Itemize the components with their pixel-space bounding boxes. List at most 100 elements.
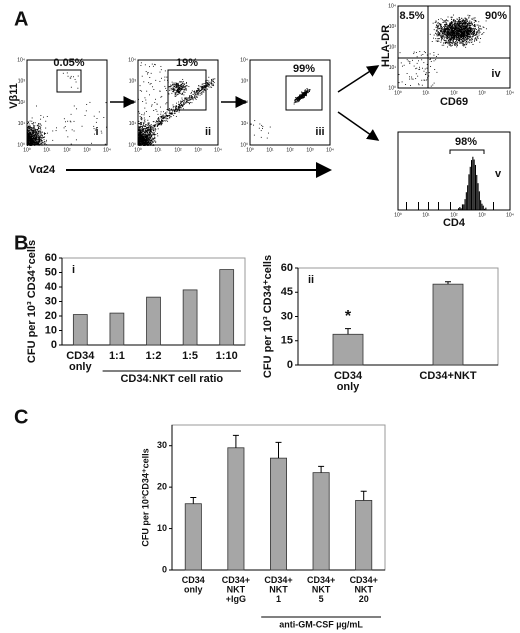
event-dot [33,126,35,128]
event-dot [304,91,306,93]
event-dot [302,93,304,95]
event-dot [71,129,73,131]
event-dot [186,99,188,101]
event-dot [463,25,464,27]
event-dot [453,24,454,26]
event-dot [149,135,151,137]
event-dot [474,28,476,30]
event-dot [457,42,459,44]
event-dot [456,38,457,40]
event-dot [419,68,421,70]
tick-label: 10³ [389,24,397,30]
event-dot [27,135,29,137]
event-dot [411,78,413,80]
event-dot [419,51,421,53]
histogram-bar [485,207,487,210]
event-dot [62,72,64,74]
event-dot [448,28,450,30]
tick-label: 10³ [18,79,26,85]
event-dot [188,97,190,99]
event-dot [454,34,456,36]
event-dot [442,32,444,34]
event-dot [40,127,42,129]
event-dot [437,22,439,24]
event-dot [440,24,442,26]
event-dot [152,142,154,143]
event-dot [302,92,304,94]
event-dot [141,117,143,119]
flow-plot [137,59,219,146]
event-dot [37,142,39,144]
event-dot [195,93,197,95]
event-dot [29,126,31,128]
event-dot [149,139,151,141]
event-dot [30,133,32,135]
event-dot [461,20,463,22]
event-dot [467,24,469,26]
event-dot [177,107,179,109]
event-dot [443,42,444,44]
event-dot [457,28,459,30]
event-dot [40,132,42,133]
event-dot [472,28,474,30]
event-dot [463,38,464,40]
event-dot [466,26,468,28]
event-dot [173,86,175,88]
event-dot [39,130,41,132]
event-dot [463,28,465,29]
event-dot [30,141,32,143]
event-dot [462,34,463,36]
event-dot [476,39,478,41]
event-dot [464,40,466,42]
event-dot [34,135,36,137]
event-dot [28,132,30,134]
event-dot [415,51,417,53]
event-dot [141,138,143,139]
event-dot [182,105,184,107]
tick-label: 10⁰ [394,90,402,96]
event-dot [456,36,457,37]
event-dot [174,92,176,94]
event-dot [470,28,472,30]
event-dot [145,143,147,145]
event-dot [450,22,452,24]
event-dot [198,90,199,92]
event-dot [153,125,155,127]
event-dot [445,28,447,30]
event-dot [147,73,148,75]
event-dot [207,84,209,86]
event-dot [160,69,162,71]
event-dot [461,29,463,31]
event-dot [32,132,34,134]
event-dot [303,95,305,97]
event-dot [464,30,466,32]
event-dot [73,130,75,132]
event-dot [144,134,146,136]
event-dot [176,89,178,91]
event-dot [45,120,47,122]
event-dot [444,20,446,22]
event-dot [464,31,466,33]
event-dot [180,85,182,86]
event-dot [185,102,187,104]
event-dot [157,124,158,126]
event-dot [158,117,159,119]
event-dot [174,94,176,96]
event-dot [300,95,302,97]
event-dot [147,137,149,139]
event-dot [176,106,178,108]
event-dot [140,133,142,135]
gate-percent: 0.05% [53,57,84,69]
event-dot [448,31,450,33]
event-dot [450,35,452,37]
event-dot [176,94,178,96]
event-dot [184,97,186,99]
event-dot [176,83,178,85]
event-dot [67,136,69,138]
event-dot [36,141,38,142]
event-dot [32,140,34,142]
event-dot [31,137,33,139]
event-dot [178,87,180,89]
x-axis-label: Vα24 [29,164,56,176]
event-dot [419,66,420,68]
